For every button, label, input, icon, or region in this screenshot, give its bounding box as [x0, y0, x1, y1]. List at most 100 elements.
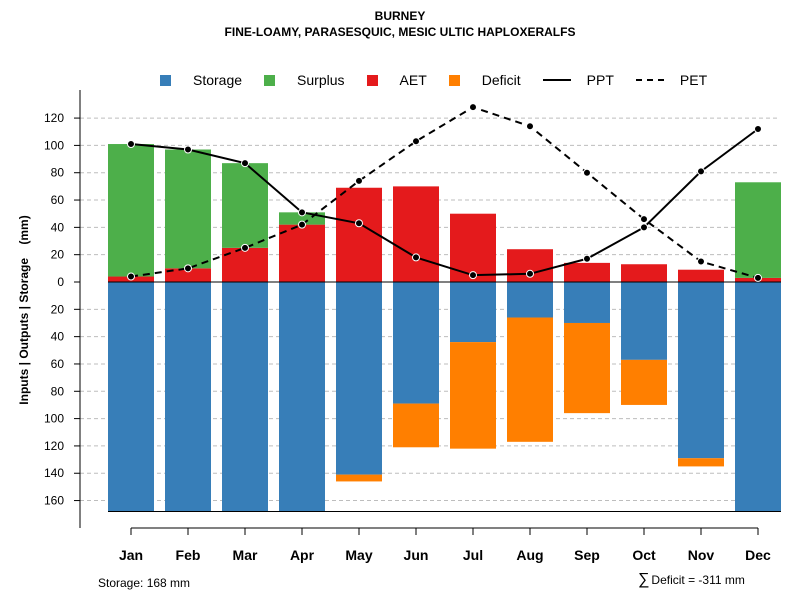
bar-storage-mar	[222, 282, 268, 512]
y-tick-label: 100	[44, 138, 64, 152]
point-pet-mar	[241, 243, 249, 252]
bar-storage-aug	[507, 282, 553, 318]
y-tick-label: 40	[51, 330, 65, 344]
point-pet-jun	[412, 137, 420, 146]
point-ppt-aug	[526, 269, 534, 278]
x-tick-label-apr: Apr	[290, 547, 315, 563]
x-tick-label-jul: Jul	[463, 547, 483, 563]
bar-storage-sep	[564, 282, 610, 323]
point-pet-aug	[526, 122, 534, 131]
point-ppt-mar	[241, 159, 249, 168]
x-tick-label-oct: Oct	[632, 547, 656, 563]
point-ppt-sep	[583, 254, 591, 263]
legend-item-storage: Storage	[160, 72, 242, 88]
x-tick-label-sep: Sep	[574, 547, 600, 563]
point-ppt-jun	[412, 253, 420, 262]
point-ppt-may	[355, 219, 363, 228]
legend-line-ppt	[542, 79, 571, 81]
bar-aet-sep	[564, 262, 610, 282]
legend-swatch-deficit	[448, 74, 460, 86]
bar-deficit-jul	[450, 342, 496, 449]
y-tick-label: 60	[51, 357, 65, 371]
bar-storage-oct	[621, 282, 667, 360]
y-tick-label: 0	[57, 275, 64, 289]
point-pet-jan	[127, 272, 135, 281]
y-tick-label: 40	[51, 220, 65, 234]
bar-storage-nov	[678, 282, 724, 459]
sigma-symbol: ∑	[638, 571, 650, 588]
x-tick-label-mar: Mar	[233, 547, 258, 563]
y-tick-label: 100	[44, 412, 64, 426]
y-tick-label: 20	[51, 248, 65, 262]
bar-aet-feb	[165, 268, 211, 282]
point-ppt-nov	[697, 167, 705, 176]
line-pet	[130, 106, 759, 279]
point-pet-oct	[640, 215, 648, 224]
legend-item-aet: AET	[366, 72, 427, 88]
bar-deficit-sep	[564, 322, 610, 414]
x-tick-label-aug: Aug	[516, 547, 543, 563]
bar-storage-jan	[108, 282, 154, 512]
legend-label-pet: PET	[679, 72, 708, 88]
bar-storage-feb	[165, 282, 211, 512]
legend-item-surplus: Surplus	[264, 72, 345, 88]
bar-surplus-dec	[735, 182, 781, 278]
point-pet-apr	[298, 220, 306, 229]
bar-aet-may	[336, 187, 382, 282]
y-tick-label: 80	[51, 166, 65, 180]
point-pet-feb	[184, 264, 192, 273]
legend-label-surplus: Surplus	[297, 72, 345, 88]
legend-item-ppt: PPT	[542, 72, 614, 88]
storage-note: Storage: 168 mm	[98, 576, 191, 590]
x-tick-label-jun: Jun	[404, 547, 429, 563]
point-pet-nov	[697, 257, 705, 266]
bar-aet-jun	[393, 186, 439, 282]
point-ppt-feb	[184, 145, 192, 154]
x-tick-label-dec: Dec	[745, 547, 771, 563]
line-ppt	[130, 128, 759, 277]
legend-line-pet	[635, 79, 664, 81]
bar-deficit-oct	[621, 359, 667, 405]
legend-label-storage: Storage	[193, 72, 243, 88]
legend-label-deficit: Deficit	[481, 72, 521, 88]
bar-storage-jun	[393, 282, 439, 404]
point-ppt-jul	[469, 271, 477, 280]
point-ppt-dec	[754, 125, 762, 134]
y-tick-label: 20	[51, 302, 65, 316]
bar-surplus-feb	[165, 149, 211, 269]
point-pet-jul	[469, 103, 477, 112]
x-tick-label-feb: Feb	[176, 547, 201, 563]
y-tick-label: 140	[44, 466, 64, 480]
bar-aet-oct	[621, 264, 667, 282]
point-ppt-jan	[127, 140, 135, 149]
bar-storage-jul	[450, 282, 496, 343]
legend-item-pet: PET	[635, 72, 708, 88]
bar-aet-nov	[678, 269, 724, 282]
x-tick-label-may: May	[345, 547, 372, 563]
bar-deficit-nov	[678, 458, 724, 467]
point-pet-dec	[754, 273, 762, 282]
legend-label-ppt: PPT	[586, 72, 614, 88]
deficit-note: ∑ Deficit = -311 mm	[638, 571, 745, 589]
deficit-note-text: Deficit = -311 mm	[651, 573, 745, 587]
x-tick-label-jan: Jan	[119, 547, 143, 563]
x-tick-label-nov: Nov	[688, 547, 715, 563]
legend: Storage Surplus AET Deficit PPT PET	[160, 70, 729, 90]
legend-swatch-storage	[160, 74, 171, 86]
y-tick-label: 160	[44, 494, 64, 508]
y-tick-label: 80	[51, 384, 65, 398]
y-tick-label: 60	[51, 193, 65, 207]
bar-storage-dec	[735, 282, 781, 512]
bar-storage-may	[336, 282, 382, 475]
bar-deficit-may	[336, 474, 382, 482]
y-tick-label: 120	[44, 439, 64, 453]
legend-swatch-surplus	[264, 74, 276, 86]
bar-deficit-aug	[507, 317, 553, 442]
bar-surplus-jan	[108, 144, 154, 277]
chart-title: BURNEY	[374, 9, 426, 23]
chart-subtitle: FINE-LOAMY, PARASESQUIC, MESIC ULTIC HAP…	[224, 25, 576, 39]
legend-swatch-aet	[366, 74, 378, 86]
legend-label-aet: AET	[399, 72, 427, 88]
point-ppt-apr	[298, 208, 306, 217]
